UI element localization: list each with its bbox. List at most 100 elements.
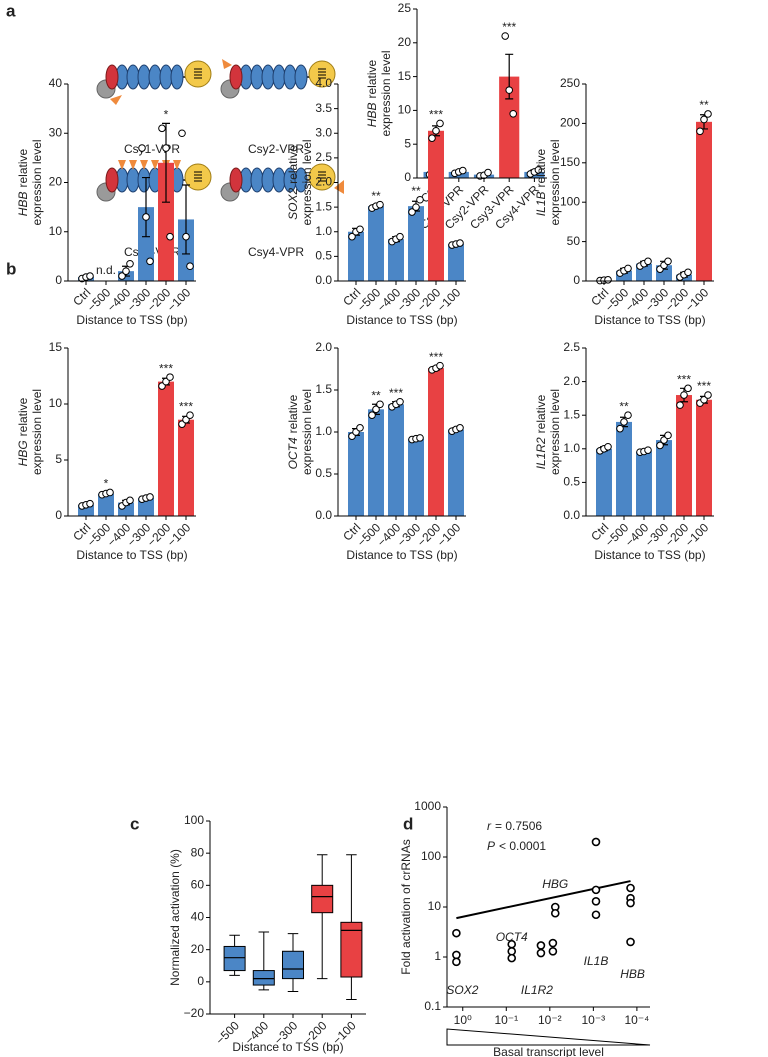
csy-subunit	[294, 167, 308, 193]
whisker	[316, 854, 328, 980]
data-point	[591, 837, 601, 847]
y-axis-label: Normalized activation (%)	[168, 849, 182, 986]
data-point	[626, 883, 635, 893]
data-point	[412, 203, 420, 211]
csy-subunit	[250, 64, 264, 90]
csy-subunit	[283, 64, 297, 90]
data-point	[126, 496, 134, 505]
bar	[158, 381, 174, 516]
bar	[98, 493, 114, 516]
data-point	[624, 411, 632, 420]
data-point	[182, 232, 190, 241]
data-point	[536, 948, 546, 958]
data-point	[146, 493, 154, 501]
y-axis-label-gene: SOX2	[286, 188, 300, 220]
crrna-hairpin	[308, 60, 336, 88]
data-point	[162, 144, 170, 152]
data-point	[644, 446, 652, 454]
y-tick-label: 1.0	[315, 224, 332, 238]
data-point	[680, 391, 688, 399]
box	[340, 921, 363, 978]
panel-label: a	[6, 1, 16, 20]
data-point	[178, 129, 186, 138]
data-point	[356, 225, 364, 234]
statistic: P < 0.0001	[487, 839, 546, 853]
data-point	[484, 168, 492, 177]
data-point	[356, 424, 364, 432]
x-tick-label: −100	[434, 520, 463, 549]
statistic: r = 0.7506	[487, 819, 542, 833]
vpr-tag	[173, 160, 181, 170]
x-tick-label: −100	[682, 285, 711, 314]
data-point	[664, 431, 672, 440]
data-point	[664, 257, 672, 266]
y-tick-label: 3.0	[315, 125, 332, 139]
y-tick-label: 250	[560, 76, 580, 90]
y-tick-label: 2.0	[315, 340, 332, 354]
significance: ***	[179, 399, 193, 413]
data-point	[644, 257, 652, 266]
data-point	[452, 950, 461, 960]
error-bar	[142, 176, 150, 238]
data-point	[186, 262, 194, 271]
csy-subunit	[105, 167, 119, 193]
csy-subunit	[137, 167, 151, 193]
significance: **	[371, 189, 381, 203]
statistic-value: = 0.7506	[495, 819, 542, 833]
error-bar	[182, 184, 190, 255]
data-point	[166, 232, 174, 241]
data-point	[704, 110, 712, 118]
csy-subunit	[126, 167, 140, 193]
bar	[78, 504, 94, 516]
data-point	[368, 411, 376, 420]
data-point	[591, 910, 601, 920]
data-point	[372, 405, 380, 414]
y-tick-label: 20	[398, 35, 412, 49]
x-tick-label: −100	[164, 520, 193, 549]
crrna-hairpin	[184, 60, 212, 88]
data-point	[436, 119, 444, 128]
data-point	[436, 361, 444, 370]
csy-subunit	[148, 64, 162, 90]
y-tick-label: 1000	[414, 799, 441, 813]
y-tick-label: 2.0	[563, 374, 580, 388]
data-point	[456, 424, 464, 432]
y-tick-label: 3.5	[315, 101, 332, 115]
y-tick-label: 2.5	[315, 150, 332, 164]
data-point	[700, 395, 708, 404]
bar	[408, 206, 424, 281]
y-axis-label: expression level	[548, 389, 562, 475]
y-axis-label-gene: HBB	[365, 103, 379, 128]
y-tick-label: 80	[191, 845, 205, 859]
data-point	[684, 384, 692, 393]
y-tick-label: 100	[184, 813, 204, 827]
x-axis-label: Distance to TSS (bp)	[346, 313, 457, 327]
y-axis-label-gene: HBG	[16, 440, 30, 466]
y-axis-label: SOX2 relative	[286, 145, 300, 220]
y-tick-label: −20	[184, 1006, 205, 1020]
x-tick-label: 10⁰	[454, 1013, 472, 1027]
y-tick-label: 10	[49, 396, 63, 410]
y-tick-label: 1.5	[315, 199, 332, 213]
significance: n.d.	[96, 263, 116, 277]
crrna-hairpin	[308, 163, 336, 191]
csy-subunit	[229, 167, 243, 193]
data-point	[106, 488, 114, 497]
data-point	[396, 232, 404, 241]
data-point	[408, 208, 416, 216]
bar	[178, 419, 194, 516]
y-axis-label: expression level	[300, 139, 314, 225]
fit-line	[456, 880, 631, 920]
csy-subunit	[294, 64, 308, 90]
data-point	[509, 109, 518, 118]
vpr-tag	[110, 95, 122, 105]
y-tick-label: 0.5	[315, 249, 332, 263]
data-point	[626, 898, 635, 908]
y-tick-label: 0	[197, 974, 204, 988]
construct-label: Csy1-VPR	[124, 142, 180, 156]
crrna-hairpin	[184, 163, 212, 191]
y-axis-label-gene: IL1R2	[534, 437, 548, 469]
bar	[448, 429, 464, 516]
data-point	[591, 897, 601, 906]
data-point	[676, 401, 684, 409]
